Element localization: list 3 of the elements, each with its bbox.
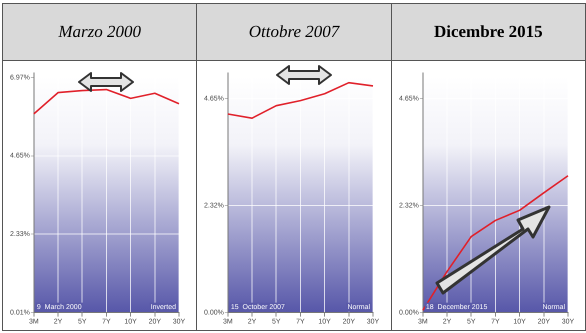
chart-title: Marzo 2000 [3, 4, 196, 61]
chart-title: Ottobre 2007 [197, 4, 391, 61]
chart-title: Dicembre 2015 [392, 4, 585, 61]
